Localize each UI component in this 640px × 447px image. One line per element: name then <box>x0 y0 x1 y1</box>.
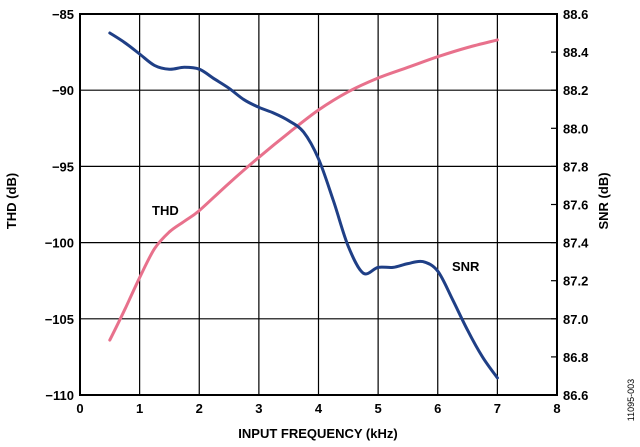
y-right-tick-labels: 86.6 86.8 87.0 87.2 87.4 87.6 87.8 88.0 88.2 88.4… <box>563 7 589 403</box>
x-tick-label: 0 <box>76 401 83 416</box>
x-tick-label: 4 <box>315 401 323 416</box>
x-axis-title: INPUT FREQUENCY (kHz) <box>238 426 397 441</box>
series-lines <box>108 31 499 380</box>
y-right-tick-label: 88.6 <box>563 7 588 22</box>
y-right-tick-label: 87.0 <box>563 312 588 327</box>
x-tick-label: 1 <box>136 401 143 416</box>
y-right-tick-label: 86.6 <box>563 388 588 403</box>
y-left-tick-label: −90 <box>52 83 74 98</box>
y-right-tick-label: 88.0 <box>563 121 588 136</box>
y-left-axis-title: THD (dB) <box>4 173 19 229</box>
x-tick-label: 8 <box>553 401 560 416</box>
snr-annotation: SNR <box>452 259 480 274</box>
y-right-axis-title: SNR (dB) <box>596 172 611 229</box>
y-left-tick-label: −85 <box>52 7 74 22</box>
y-left-tick-label: −105 <box>45 312 74 327</box>
x-tick-label: 7 <box>494 401 501 416</box>
y-right-tick-label: 87.6 <box>563 198 588 213</box>
y-right-tick-label: 87.2 <box>563 274 588 289</box>
y-right-tick-label: 87.8 <box>563 159 588 174</box>
thd-series-line <box>108 38 499 342</box>
x-tick-label: 5 <box>375 401 382 416</box>
y-left-tick-label: −110 <box>45 388 74 403</box>
y-right-tick-label: 87.4 <box>563 236 589 251</box>
x-tick-label: 3 <box>255 401 262 416</box>
thd-annotation: THD <box>152 203 179 218</box>
snr-series-line <box>108 31 499 380</box>
y-left-tick-label: −95 <box>52 159 74 174</box>
plot-frame <box>79 13 558 396</box>
x-tick-labels: 0 1 2 3 4 5 6 7 8 <box>76 401 560 416</box>
figure-id: 11095-003 <box>626 379 636 421</box>
x-tick-label: 6 <box>434 401 441 416</box>
y-right-tick-label: 88.4 <box>563 45 589 60</box>
grid <box>80 14 557 395</box>
y-right-tick-label: 86.8 <box>563 350 588 365</box>
y-left-tick-label: −100 <box>45 236 74 251</box>
x-tick-label: 2 <box>196 401 203 416</box>
y-right-tick-label: 88.2 <box>563 83 588 98</box>
y-left-tick-labels: −110 −105 −100 −95 −90 −85 <box>45 7 74 403</box>
